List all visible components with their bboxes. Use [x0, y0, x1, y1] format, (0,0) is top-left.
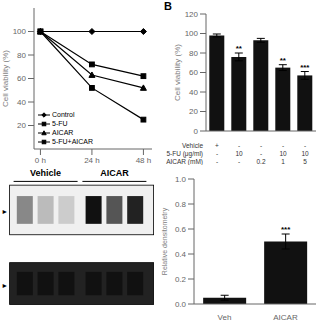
- svg-text:AICAR (mM): AICAR (mM): [166, 158, 203, 165]
- svg-text:-: -: [216, 150, 218, 157]
- svg-text:5: 5: [303, 158, 307, 165]
- svg-text:Vehicle: Vehicle: [182, 142, 203, 149]
- svg-text:-: -: [216, 158, 218, 165]
- html-text:B: B: [164, 0, 172, 12]
- svg-text:+: +: [215, 142, 219, 149]
- svg-text:0.4: 0.4: [175, 250, 187, 259]
- svg-text:0.8: 0.8: [175, 200, 187, 209]
- svg-text:-: -: [238, 142, 240, 149]
- svg-text:Veh: Veh: [218, 313, 232, 320]
- svg-text:10: 10: [235, 150, 243, 157]
- svg-text:40: 40: [17, 98, 26, 107]
- svg-text:100: 100: [13, 27, 27, 36]
- svg-text:0.6: 0.6: [175, 225, 187, 234]
- html-text:AICAR: AICAR: [52, 129, 74, 136]
- svg-text:48 h: 48 h: [136, 156, 152, 165]
- svg-text:-: -: [260, 142, 262, 149]
- svg-text:0 h: 0 h: [35, 156, 46, 165]
- html-text:5-FU: 5-FU: [52, 120, 68, 127]
- svg-text:5-FU (μg/ml): 5-FU (μg/ml): [166, 150, 203, 158]
- svg-text:80: 80: [189, 49, 198, 58]
- svg-text:***: ***: [281, 225, 291, 234]
- svg-text:***: ***: [300, 63, 310, 72]
- svg-text:20: 20: [189, 107, 198, 116]
- svg-text:20: 20: [17, 121, 26, 130]
- svg-text:60: 60: [189, 68, 198, 77]
- html-text:Control: Control: [52, 111, 75, 118]
- svg-text:-: -: [282, 142, 284, 149]
- svg-text:24 h: 24 h: [84, 156, 100, 165]
- svg-text:80: 80: [17, 51, 26, 60]
- html-text:5-FU+AICAR: 5-FU+AICAR: [52, 138, 93, 145]
- svg-text:100: 100: [185, 29, 199, 38]
- svg-text:►: ►: [8, 208, 9, 215]
- svg-text:Cell viability (%): Cell viability (%): [173, 44, 182, 101]
- svg-text:-: -: [238, 158, 240, 165]
- svg-text:1: 1: [281, 158, 285, 165]
- svg-text:-: -: [304, 142, 306, 149]
- svg-text:0: 0: [194, 127, 199, 136]
- svg-text:**: **: [280, 56, 287, 65]
- svg-text:0.0: 0.0: [175, 300, 187, 309]
- svg-text:120: 120: [185, 10, 199, 19]
- svg-text:Vehicle: Vehicle: [30, 168, 61, 178]
- svg-text:Cell viability (%): Cell viability (%): [8, 50, 10, 107]
- svg-text:0.2: 0.2: [256, 158, 265, 165]
- svg-text:10: 10: [301, 150, 309, 157]
- svg-text:60: 60: [17, 74, 26, 83]
- svg-text:**: **: [236, 44, 243, 53]
- svg-text:10: 10: [279, 150, 287, 157]
- svg-text:1.0: 1.0: [175, 175, 187, 184]
- svg-text:40: 40: [189, 88, 198, 97]
- svg-text:0.2: 0.2: [175, 275, 187, 284]
- svg-text:►: ►: [8, 282, 9, 289]
- svg-text:-: -: [260, 150, 262, 157]
- svg-text:Relative densitometry: Relative densitometry: [161, 207, 169, 275]
- svg-text:AICAR: AICAR: [100, 168, 129, 178]
- svg-text:AICAR: AICAR: [273, 313, 298, 320]
